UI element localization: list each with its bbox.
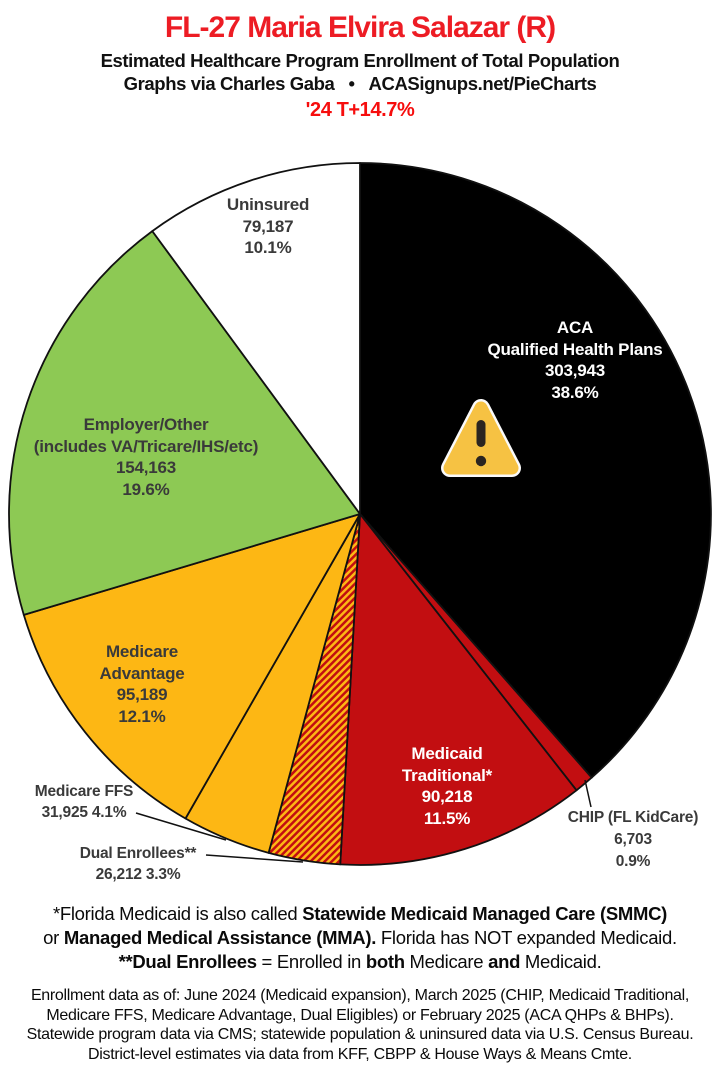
slice-label-medicare-advantage: Medicare Advantage 95,189 12.1% [99, 641, 184, 727]
leader-line [205, 854, 304, 863]
footnote-line: or Managed Medical Assistance (MMA). Flo… [0, 926, 720, 950]
footnote-text: Managed Medical Assistance (MMA). [63, 927, 377, 948]
page-title: FL-27 Maria Elvira Salazar (R) [164, 11, 556, 44]
slice-name: CHIP (FL KidCare) [567, 809, 699, 826]
credit-site: ACASignups.net/PieCharts [368, 73, 597, 94]
slice-label-chip: CHIP (FL KidCare) 6,703 0.9% [567, 807, 699, 873]
slice-label-medicaid-traditional: Medicaid Traditional* 90,218 11.5% [402, 743, 492, 829]
slice-name: Medicaid [411, 744, 483, 763]
pie-slices [8, 162, 712, 866]
pie-slice-uninsured [151, 162, 361, 515]
slice-value: 26,212 3.3% [95, 866, 181, 883]
slice-label-medicare-ffs: Medicare FFS 31,925 4.1% [34, 781, 134, 823]
pie-slice-employer-other-includes-va-tricare-ihs-etc [8, 230, 361, 616]
header: FL-27 Maria Elvira Salazar (R) Estimated… [0, 0, 720, 122]
slice-value: 31,925 4.1% [41, 804, 127, 821]
subtitle: Estimated Healthcare Program Enrollment … [100, 50, 620, 71]
slice-value: 90,218 [421, 787, 473, 806]
slice-percent: 38.6% [551, 382, 599, 402]
source-note-line: Medicare FFS, Medicare Advantage, Dual E… [46, 1006, 674, 1024]
slice-name: Uninsured [226, 195, 310, 214]
growth-stat: '24 T+14.7% [305, 99, 415, 121]
warning-exclamation-bar [476, 420, 486, 447]
slice-name: Employer/Other [83, 415, 209, 434]
leader-line [584, 779, 592, 808]
pie-slice-medicaid-traditional [339, 513, 578, 866]
slice-label-employer-other: Employer/Other (includes VA/Tricare/IHS/… [33, 414, 259, 500]
footnote-line: *Florida Medicaid is also called Statewi… [0, 902, 720, 926]
slice-name: Medicare FFS [34, 783, 134, 800]
footnote-text: *Florida Medicaid is also called [52, 903, 303, 924]
slice-value: 95,189 [116, 685, 168, 704]
footnote-text: Florida has NOT expanded Medicaid. [376, 927, 677, 948]
pie-slice-aca-qualified-health-plans [359, 162, 712, 779]
warning-icon [441, 399, 521, 477]
slice-name: Advantage [99, 663, 185, 683]
footnote: *Florida Medicaid is also called Statewi… [0, 902, 720, 974]
footnote-text: Medicaid. [520, 951, 602, 972]
footnote-line: **Dual Enrollees = Enrolled in both Medi… [0, 950, 720, 974]
leader-line [135, 812, 227, 841]
source-note: Enrollment data as of: June 2024 (Medica… [0, 986, 720, 1064]
slice-name: Dual Enrollees** [79, 845, 197, 862]
footnote-text: or [43, 927, 64, 948]
credit-author: Graphs via Charles Gaba [123, 73, 335, 94]
slice-value: 79,187 [242, 216, 294, 236]
slice-percent: 19.6% [122, 479, 170, 499]
slice-label-uninsured: Uninsured 79,187 10.1% [227, 194, 309, 259]
slice-percent: 10.1% [244, 238, 292, 257]
slice-label-aca-qhp: ACA Qualified Health Plans 303,943 38.6% [487, 317, 662, 403]
bullet-separator: • [348, 73, 355, 94]
slice-percent: 11.5% [423, 808, 471, 828]
warning-exclamation-dot [475, 455, 487, 467]
footnote-text: = Enrolled in [256, 951, 366, 972]
slice-name: (includes VA/Tricare/IHS/etc) [33, 436, 259, 456]
slice-name: Traditional* [401, 765, 493, 785]
leader-lines [135, 779, 592, 863]
source-note-line: Enrollment data as of: June 2024 (Medica… [30, 987, 690, 1004]
slice-name: Qualified Health Plans [487, 339, 663, 359]
slice-value: 154,163 [115, 458, 177, 477]
footnote-text: Medicare [404, 951, 489, 972]
slice-percent: 0.9% [615, 853, 651, 870]
credit-line: Graphs via Charles Gaba • ACASignups.net/P… [0, 73, 720, 95]
slice-label-dual-enrollees: Dual Enrollees** 26,212 3.3% [80, 843, 197, 885]
source-note-line: Statewide program data via CMS; statewid… [26, 1026, 694, 1043]
slice-value: 6,703 [614, 831, 652, 848]
footnote-text: **Dual Enrollees [118, 951, 257, 972]
slice-value: 303,943 [544, 361, 606, 380]
slice-percent: 12.1% [118, 706, 166, 726]
footnote-text: Statewide Medicaid Managed Care (SMMC) [302, 903, 668, 924]
source-note-line: District-level estimates via data from K… [88, 1045, 632, 1063]
footnote-text: both [365, 951, 405, 972]
slice-name: Medicare [105, 642, 179, 661]
footnote-text: and [488, 951, 521, 972]
slice-name: ACA [556, 318, 594, 337]
